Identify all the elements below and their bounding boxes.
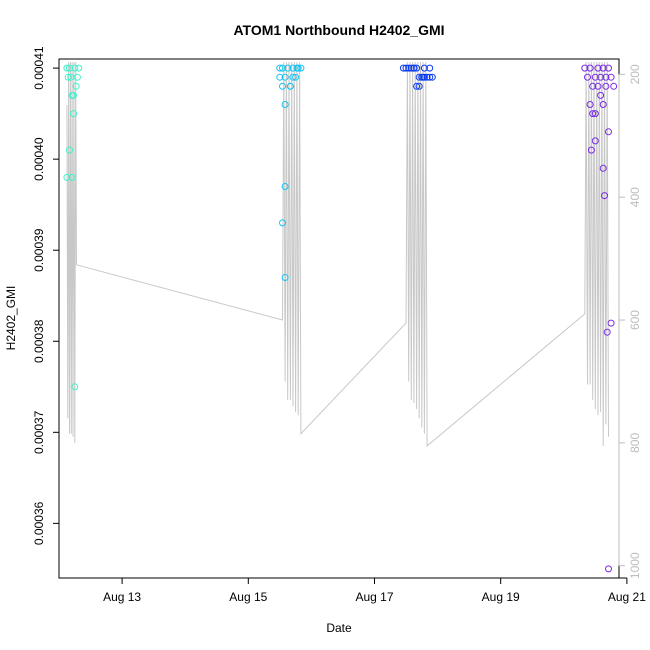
y-axis: 0.00036 0.00037 0.00038 0.00039 0.00040 0.000… (32, 46, 60, 545)
right-tick-label: 600 (628, 310, 642, 330)
data-point (589, 110, 597, 118)
data-point (72, 82, 80, 90)
data-point (591, 73, 599, 81)
data-point (591, 110, 599, 118)
data-point (413, 82, 421, 90)
data-point (428, 73, 436, 81)
data-point (66, 64, 73, 72)
data-point (413, 64, 421, 72)
data-point (601, 192, 608, 200)
data-point (276, 64, 284, 72)
x-tick-label: Aug 13 (103, 590, 141, 604)
x-tick-label: Aug 19 (482, 590, 520, 604)
chart-title: ATOM1 Northbound H2402_GMI (233, 22, 444, 38)
data-point (594, 82, 602, 90)
data-point (594, 64, 602, 72)
data-point (71, 64, 79, 72)
data-point (587, 146, 595, 154)
data-point (605, 565, 612, 573)
data-point (605, 64, 612, 72)
data-point (284, 64, 292, 72)
y-tick-label: 0.00037 (32, 410, 46, 454)
data-point (407, 64, 415, 72)
x-tick-label: Aug 15 (229, 590, 267, 604)
y-tick-label: 0.00041 (32, 46, 46, 90)
data-point (70, 91, 77, 99)
data-point (415, 82, 423, 90)
data-point (589, 82, 597, 90)
y-tick-label: 0.00040 (32, 137, 46, 181)
data-point (405, 64, 413, 72)
x-tick-label: Aug 17 (355, 590, 393, 604)
plot-frame (58, 58, 620, 579)
data-point (426, 64, 434, 72)
data-point (66, 146, 73, 154)
data-point (297, 64, 305, 72)
right-tick-label: 200 (628, 64, 642, 84)
data-point (289, 64, 297, 72)
altitude-polyline (66, 62, 609, 447)
data-point (584, 73, 591, 81)
right-tick-label: 800 (628, 433, 642, 453)
data-point (67, 73, 75, 81)
data-point (586, 64, 594, 72)
data-point (599, 164, 607, 172)
data-point (279, 219, 286, 227)
data-point (286, 82, 294, 90)
data-point (410, 64, 418, 72)
data-point (597, 73, 605, 81)
x-axis-label: Date (326, 621, 352, 635)
data-point (602, 73, 610, 81)
data-points (63, 64, 618, 573)
data-point (420, 64, 428, 72)
data-point (279, 64, 286, 72)
y-tick-label: 0.00039 (32, 228, 46, 272)
x-axis: Aug 13 Aug 15 Aug 17 Aug 19 Aug 21 (103, 577, 646, 604)
data-point (279, 82, 286, 90)
data-point (73, 73, 81, 81)
right-tick-label: 1000 (628, 552, 642, 579)
data-point (281, 274, 289, 281)
data-point (415, 73, 423, 81)
data-point (605, 128, 612, 136)
data-point (281, 183, 289, 190)
altitude-line (66, 62, 609, 447)
data-point (402, 64, 410, 72)
data-point (591, 137, 599, 145)
data-point (599, 64, 607, 72)
data-point (603, 328, 611, 336)
data-point (276, 73, 284, 81)
data-point (597, 91, 605, 99)
data-point (399, 64, 407, 72)
data-point (607, 73, 615, 81)
data-point (292, 73, 300, 81)
data-point (607, 319, 615, 327)
data-point (599, 101, 607, 108)
data-point (63, 64, 71, 72)
right-axis: 200 400 600 800 1000 (618, 64, 642, 579)
data-point (281, 101, 289, 108)
data-point (581, 64, 589, 72)
data-point (423, 73, 431, 81)
data-point (70, 110, 77, 118)
right-tick-label: 400 (628, 187, 642, 207)
data-point (426, 73, 434, 81)
data-point (419, 73, 427, 81)
data-point (289, 73, 297, 81)
data-point (71, 383, 79, 391)
data-point (586, 101, 594, 108)
data-point (293, 64, 301, 72)
y-tick-label: 0.00038 (32, 319, 46, 363)
data-point (68, 173, 76, 181)
x-tick-label: Aug 21 (608, 590, 646, 604)
data-point (602, 82, 610, 90)
y-tick-label: 0.00036 (32, 501, 46, 545)
data-point (75, 64, 83, 72)
data-point (281, 73, 289, 81)
data-point (610, 82, 618, 90)
y-axis-label: H2402_GMI (4, 286, 18, 351)
data-point (64, 73, 72, 81)
data-point (63, 173, 71, 181)
